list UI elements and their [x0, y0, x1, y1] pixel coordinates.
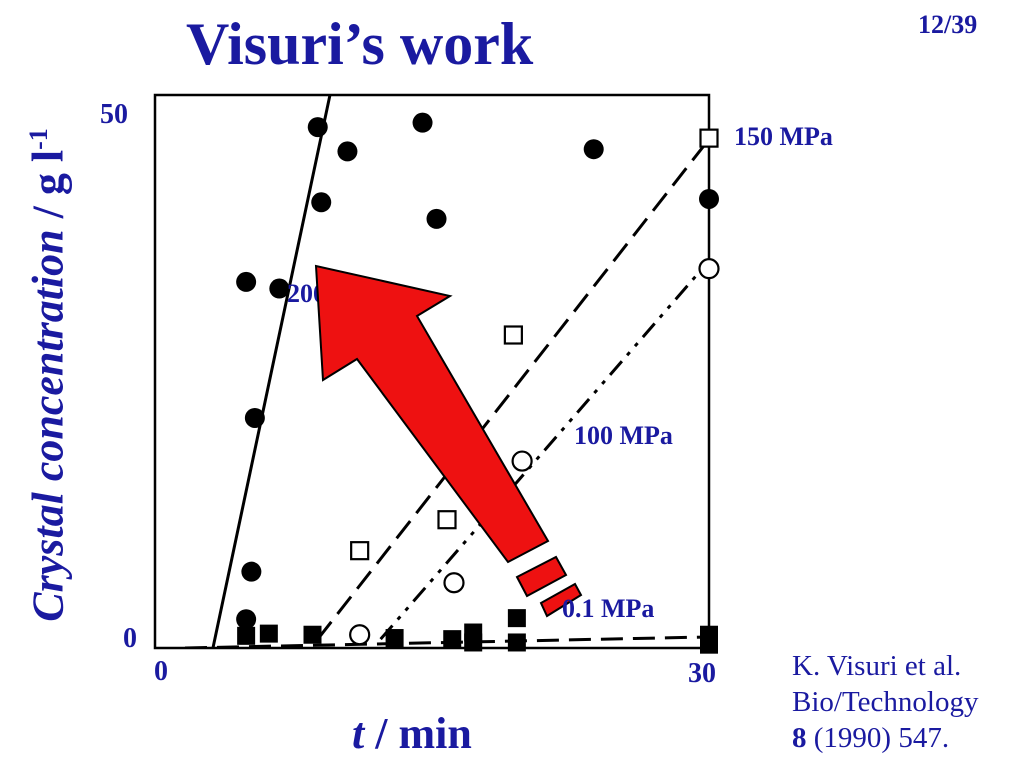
y-tick-label-0: 0 [123, 623, 137, 654]
fit-line-200-mpa [211, 95, 332, 648]
page-number: 12/39 [918, 10, 978, 39]
data-point-200-mpa-4 [269, 278, 290, 299]
data-point-200-mpa-6 [311, 192, 332, 213]
data-point-150-mpa-2 [503, 325, 523, 345]
data-point-200-mpa-2 [244, 407, 265, 428]
citation-year-page: (1990) 547. [806, 722, 950, 754]
data-point-200-mpa-8 [412, 112, 433, 133]
data-point-200-mpa-1 [241, 561, 262, 582]
data-point-0-1-mpa-10 [700, 635, 718, 654]
citation: K. Visuri et al. Bio/Technology 8 (1990)… [792, 648, 978, 756]
data-point-0-1-mpa-3 [385, 629, 404, 648]
slide-title: Visuri’s work [186, 11, 534, 77]
data-point-200-mpa-11 [699, 188, 719, 209]
data-point-0-1-mpa-2 [303, 625, 322, 644]
data-point-100-mpa-1 [443, 572, 465, 594]
x-axis-label-quantity: t [352, 709, 365, 758]
axis-ticks: 0 30 0 50 [100, 99, 716, 689]
x-tick-label-0: 0 [154, 656, 168, 687]
data-point-100-mpa-0 [349, 624, 371, 646]
data-point-150-mpa-3 [699, 128, 719, 148]
x-tick-label-1: 30 [688, 658, 716, 689]
data-point-200-mpa-5 [307, 117, 328, 138]
arrow-shaft-head [314, 264, 550, 564]
arrow-tail-segment-1 [515, 555, 568, 598]
data-point-150-mpa-1 [437, 510, 457, 530]
data-point-200-mpa-7 [337, 141, 358, 162]
data-point-200-mpa-10 [583, 139, 604, 160]
data-point-150-mpa-0 [350, 541, 370, 561]
citation-reference: 8 (1990) 547. [792, 720, 978, 756]
y-tick-label-1: 50 [100, 99, 128, 130]
data-point-100-mpa-2 [511, 450, 533, 472]
arrow-tail-segment-2 [539, 582, 583, 618]
series-label-150-mpa: 150 MPa [734, 122, 833, 151]
series-label-100-mpa: 100 MPa [574, 421, 673, 450]
data-point-200-mpa-9 [426, 208, 447, 229]
data-point-0-1-mpa-0 [237, 626, 256, 645]
series-label-0-1-mpa: 0.1 MPa [562, 594, 654, 623]
fit-line-100-mpa [379, 259, 709, 641]
fit-line-150-mpa [316, 138, 709, 641]
citation-authors: K. Visuri et al. [792, 650, 962, 682]
data-point-200-mpa-0 [236, 609, 257, 630]
citation-volume: 8 [792, 722, 807, 754]
series-labels: 150 MPa 100 MPa 0.1 MPa [562, 122, 833, 623]
data-point-0-1-mpa-4 [443, 630, 462, 649]
data-point-0-1-mpa-7 [507, 633, 526, 652]
data-markers [236, 112, 720, 654]
x-axis-label: t / min [352, 708, 472, 759]
citation-journal: Bio/Technology [792, 686, 979, 718]
data-point-0-1-mpa-8 [507, 609, 526, 628]
data-point-100-mpa-3 [698, 258, 720, 280]
data-point-0-1-mpa-6 [464, 623, 483, 642]
x-axis-label-unit: / min [364, 709, 472, 758]
arrow-group [314, 264, 583, 618]
plot-frame [153, 93, 711, 650]
data-point-0-1-mpa-1 [259, 624, 278, 643]
data-point-200-mpa-3 [236, 271, 257, 292]
